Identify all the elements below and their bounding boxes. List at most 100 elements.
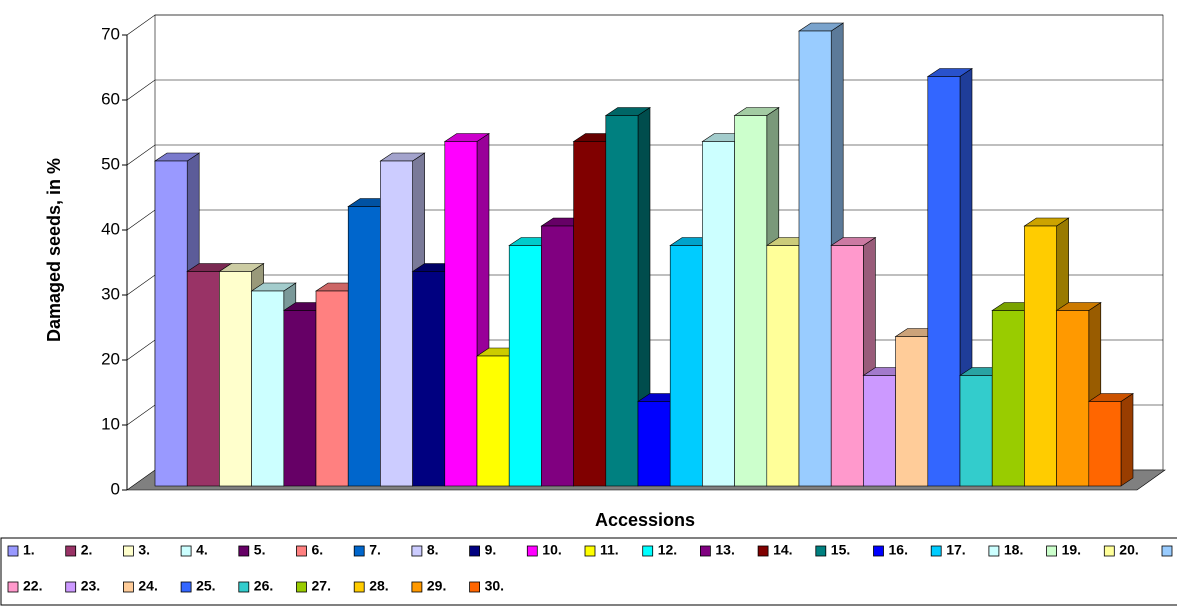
y-axis-title: Damaged seeds, in %: [44, 158, 64, 342]
bar: [573, 141, 607, 487]
legend-label: 28.: [369, 578, 388, 594]
legend-label: 5.: [254, 542, 266, 558]
bar: [959, 375, 993, 487]
bar: [863, 375, 896, 487]
legend-swatch: [238, 581, 250, 593]
legend-label: 15.: [831, 542, 850, 558]
legend-label: 22.: [23, 578, 42, 594]
legend-swatch: [7, 545, 19, 557]
bar: [508, 245, 542, 487]
legend-swatch: [180, 545, 192, 557]
bar: [412, 271, 446, 487]
legend-label: 23.: [81, 578, 100, 594]
bar: [734, 115, 768, 487]
legend-label: 24.: [138, 578, 157, 594]
legend-label: 11.: [600, 542, 619, 558]
legend-label: 18.: [1004, 542, 1023, 558]
y-tick-label: 60: [101, 89, 120, 108]
legend-swatch: [1046, 545, 1057, 557]
legend-swatch: [930, 545, 942, 557]
legend-swatch: [353, 545, 365, 557]
legend-label: 8.: [427, 542, 439, 558]
bar: [283, 310, 317, 487]
bar: [895, 336, 929, 487]
legend-swatch: [238, 545, 250, 557]
legend-label: 4.: [196, 542, 208, 558]
legend-swatch: [700, 545, 711, 557]
bar: [541, 225, 574, 487]
legend-label: 20.: [1119, 542, 1138, 558]
legend-swatch: [988, 545, 1000, 557]
legend-label: 13.: [715, 542, 734, 558]
y-tick-label: 0: [111, 479, 120, 498]
y-tick-label: 40: [101, 219, 120, 238]
legend-label: 14.: [773, 542, 792, 558]
legend-swatch: [7, 581, 19, 593]
bar: [991, 310, 1025, 487]
legend-label: 27.: [312, 578, 331, 594]
legend-swatch: [469, 545, 481, 557]
legend-label: 25.: [196, 578, 215, 594]
bar: [476, 355, 510, 487]
y-tick-label: 30: [101, 284, 120, 303]
y-tick-label: 50: [101, 154, 120, 173]
legend-label: 1.: [23, 542, 35, 558]
grid-line: [126, 14, 1163, 36]
y-tick-label: 20: [101, 349, 120, 368]
bar: [219, 271, 252, 487]
bar: [1024, 225, 1057, 487]
bar: [154, 160, 188, 487]
legend-label: 30.: [485, 578, 504, 594]
legend-swatch: [584, 545, 596, 557]
bar: [1056, 310, 1090, 487]
legend-swatch: [296, 581, 307, 593]
legend-swatch: [411, 545, 423, 557]
legend-swatch: [873, 545, 884, 557]
legend-swatch: [65, 581, 77, 593]
bar: [669, 245, 703, 487]
bar: [380, 160, 413, 487]
bar-side: [1120, 392, 1134, 487]
bar: [251, 290, 285, 487]
legend-swatch: [123, 545, 134, 557]
legend-box: [0, 537, 1177, 606]
legend-swatch: [1161, 545, 1173, 557]
legend-label: 29.: [427, 578, 446, 594]
legend-label: 10.: [542, 542, 561, 558]
bar: [315, 290, 349, 487]
legend-label: 17.: [946, 542, 965, 558]
legend-swatch: [1103, 545, 1115, 557]
legend-label: 9.: [485, 542, 497, 558]
bar: [637, 401, 671, 487]
bar: [766, 245, 800, 487]
legend-label: 19.: [1062, 542, 1081, 558]
bar: [702, 141, 735, 487]
legend-label: 16.: [889, 542, 908, 558]
legend-swatch: [815, 545, 827, 557]
legend-swatch: [469, 581, 481, 593]
bar: [830, 245, 864, 487]
legend-swatch: [526, 545, 538, 557]
bar: [798, 30, 832, 487]
x-axis-title: Accessions: [595, 510, 695, 530]
bar: [186, 271, 220, 487]
legend-label: 3.: [138, 542, 150, 558]
y-tick-label: 70: [101, 24, 120, 43]
bar: [444, 141, 478, 487]
legend-swatch: [296, 545, 307, 557]
bar: [605, 115, 639, 487]
legend-swatch: [642, 545, 654, 557]
legend-label: 6.: [312, 542, 324, 558]
legend-label: 7.: [369, 542, 381, 558]
y-tick-label: 10: [101, 414, 120, 433]
legend-swatch: [411, 581, 423, 593]
bar: [347, 206, 381, 487]
legend-swatch: [353, 581, 365, 593]
legend-swatch: [123, 581, 134, 593]
legend-swatch: [757, 545, 769, 557]
legend-label: 26.: [254, 578, 273, 594]
bar: [1088, 401, 1122, 487]
legend-label: 2.: [81, 542, 93, 558]
bar: [927, 76, 961, 487]
